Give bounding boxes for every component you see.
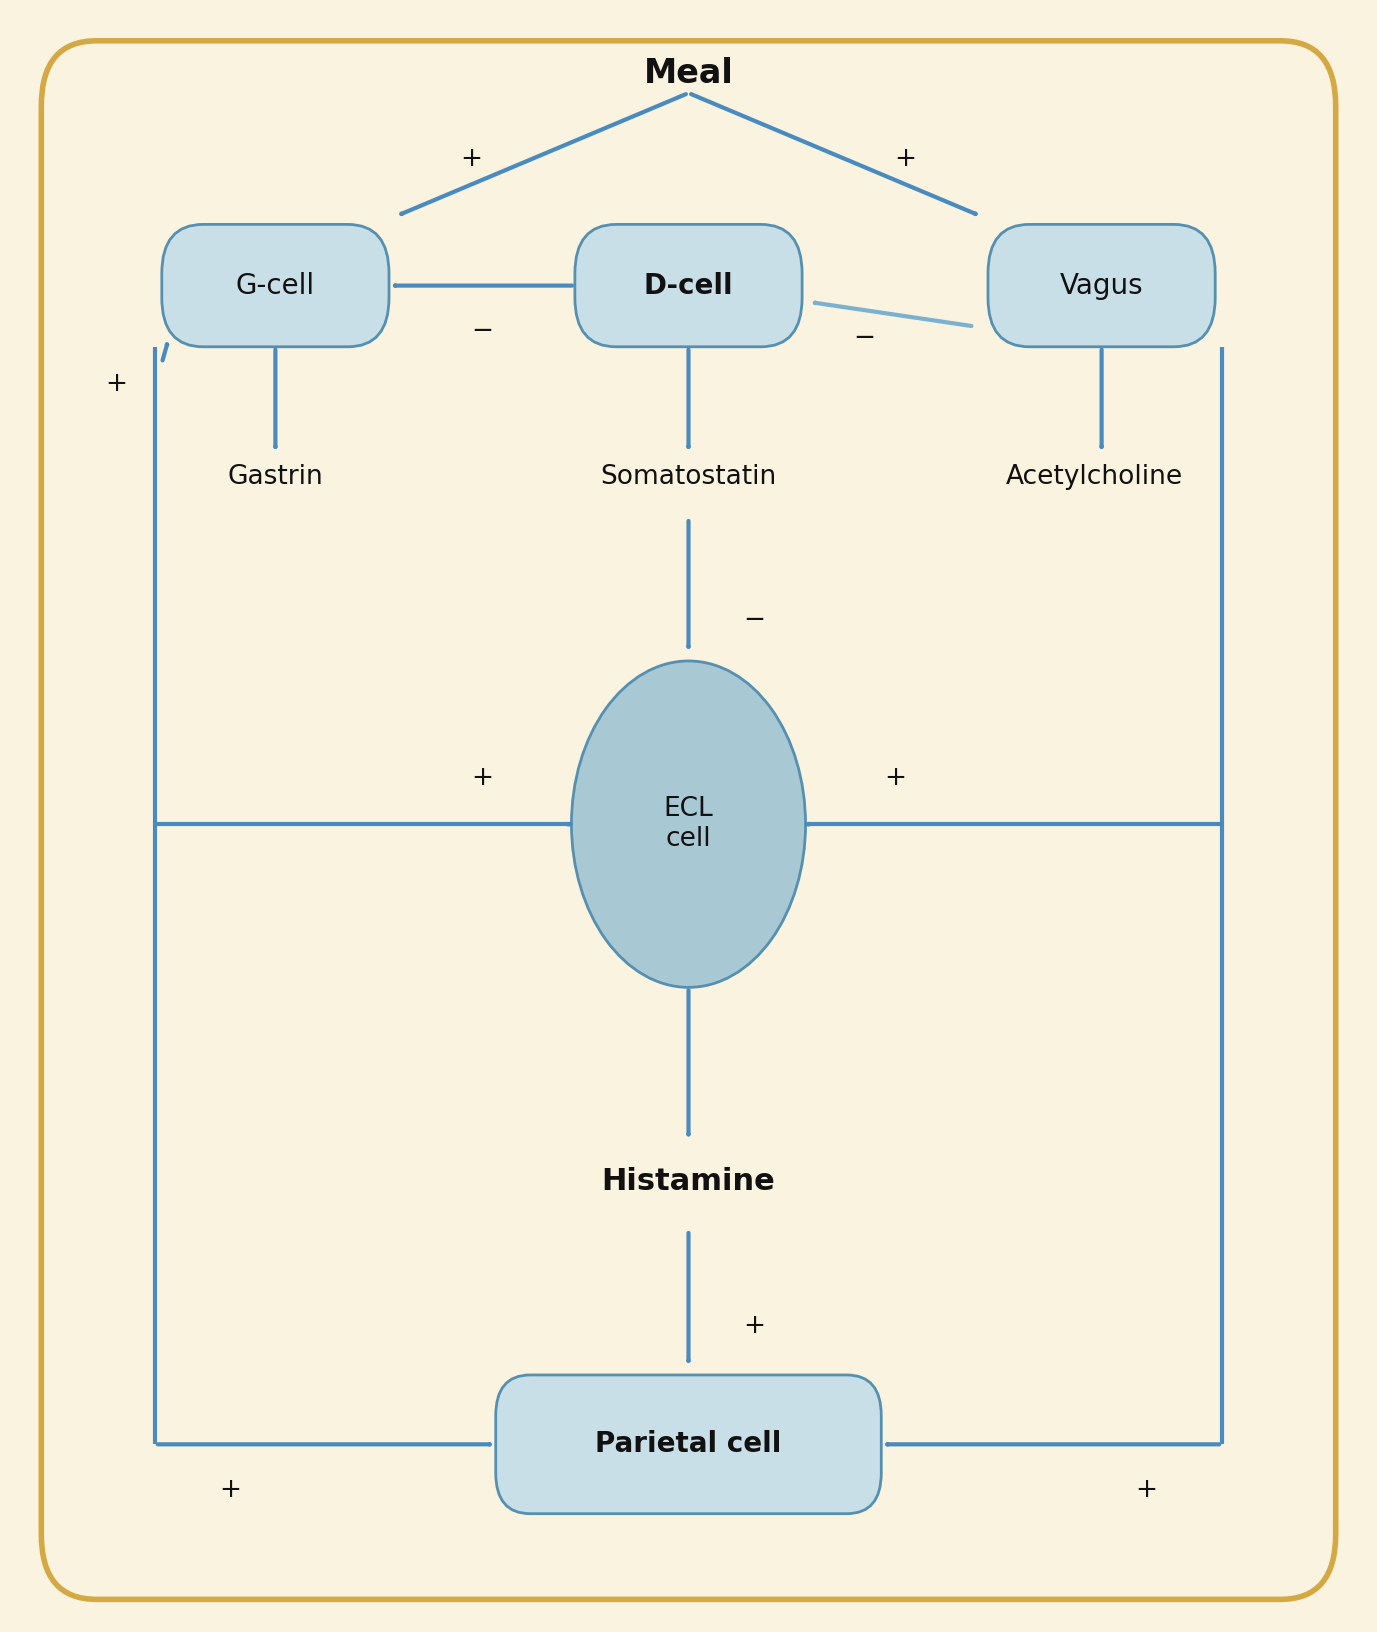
Text: +: + bbox=[744, 1314, 766, 1338]
Text: −: − bbox=[744, 607, 766, 633]
Text: Gastrin: Gastrin bbox=[227, 465, 324, 490]
FancyBboxPatch shape bbox=[496, 1374, 881, 1514]
Text: +: + bbox=[895, 147, 916, 171]
Text: Histamine: Histamine bbox=[602, 1167, 775, 1196]
Text: +: + bbox=[471, 765, 493, 792]
Text: Acetylcholine: Acetylcholine bbox=[1007, 465, 1183, 490]
Text: +: + bbox=[106, 370, 127, 397]
Text: +: + bbox=[1136, 1477, 1157, 1503]
Text: D-cell: D-cell bbox=[643, 271, 734, 300]
Text: −: − bbox=[471, 318, 493, 344]
FancyBboxPatch shape bbox=[574, 225, 801, 348]
Text: Parietal cell: Parietal cell bbox=[595, 1430, 782, 1459]
Text: +: + bbox=[461, 147, 482, 171]
Ellipse shape bbox=[571, 661, 806, 987]
Text: −: − bbox=[852, 325, 876, 351]
FancyBboxPatch shape bbox=[41, 41, 1336, 1599]
Text: Meal: Meal bbox=[643, 57, 734, 90]
Text: G-cell: G-cell bbox=[235, 271, 315, 300]
FancyBboxPatch shape bbox=[989, 225, 1216, 348]
Text: +: + bbox=[220, 1477, 241, 1503]
Text: Vagus: Vagus bbox=[1060, 271, 1143, 300]
Text: ECL
cell: ECL cell bbox=[664, 796, 713, 852]
Text: Somatostatin: Somatostatin bbox=[600, 465, 777, 490]
FancyBboxPatch shape bbox=[162, 225, 390, 348]
Text: +: + bbox=[884, 765, 906, 792]
